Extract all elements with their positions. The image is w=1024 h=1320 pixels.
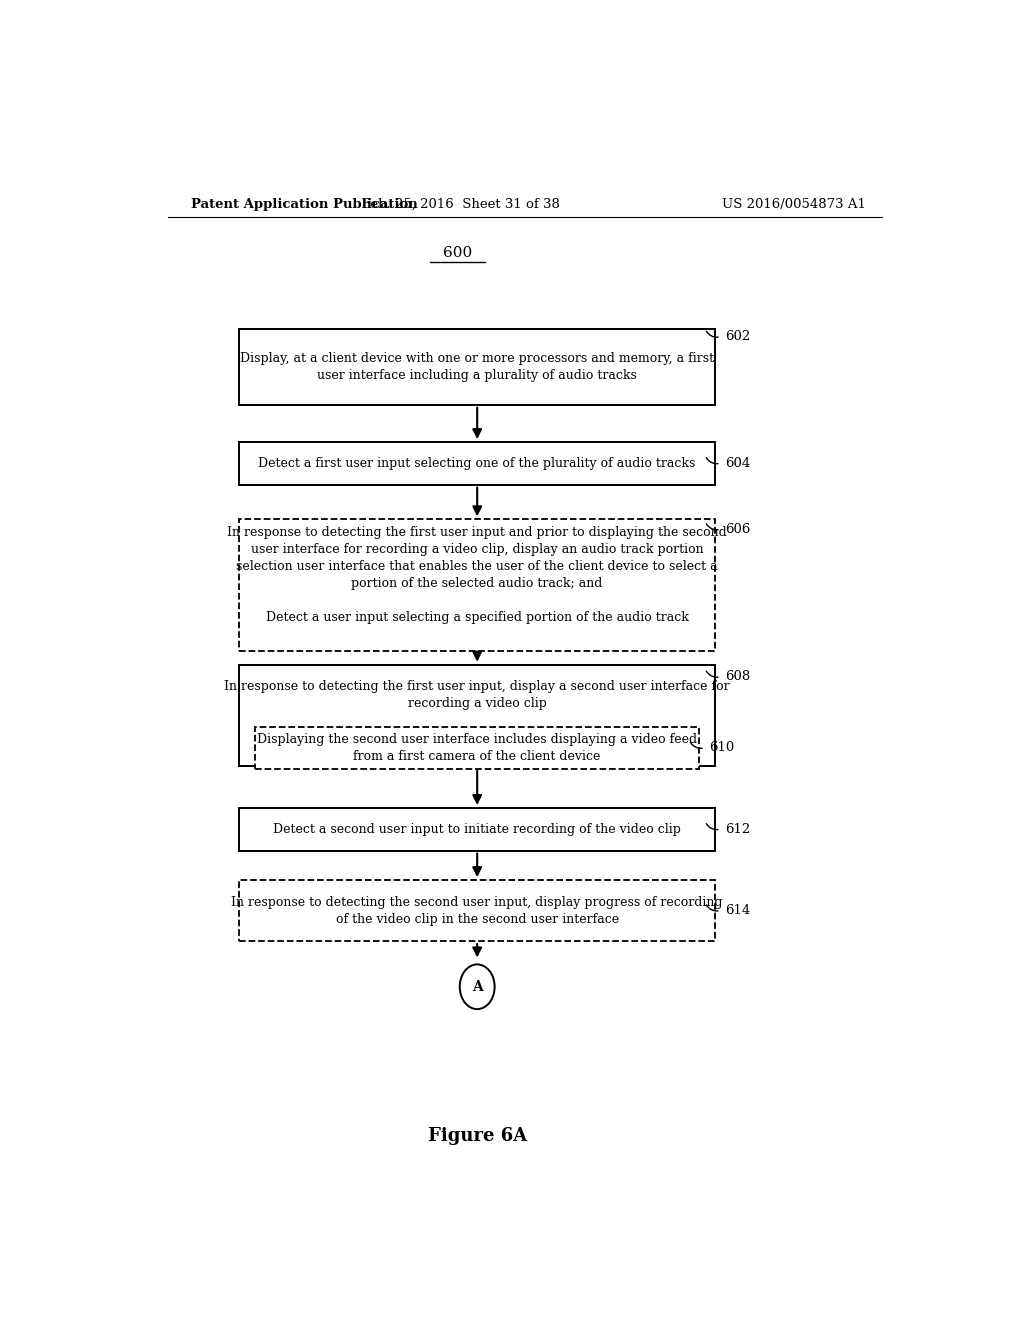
Text: In response to detecting the first user input and prior to displaying the second: In response to detecting the first user …: [227, 527, 727, 624]
Text: Displaying the second user interface includes displaying a video feed
from a fir: Displaying the second user interface inc…: [257, 733, 697, 763]
Text: Detect a second user input to initiate recording of the video clip: Detect a second user input to initiate r…: [273, 822, 681, 836]
Text: 600: 600: [442, 246, 472, 260]
Bar: [240, 329, 715, 405]
Bar: [240, 442, 715, 484]
Text: 606: 606: [725, 523, 751, 536]
Bar: [255, 726, 699, 770]
Text: Feb. 25, 2016  Sheet 31 of 38: Feb. 25, 2016 Sheet 31 of 38: [362, 198, 560, 211]
Text: Detect a first user input selecting one of the plurality of audio tracks: Detect a first user input selecting one …: [258, 457, 696, 470]
Text: Figure 6A: Figure 6A: [428, 1127, 526, 1146]
Bar: [240, 880, 715, 941]
Circle shape: [460, 965, 495, 1008]
Text: Display, at a client device with one or more processors and memory, a first
user: Display, at a client device with one or …: [240, 351, 715, 381]
Text: Patent Application Publication: Patent Application Publication: [191, 198, 418, 211]
Text: 614: 614: [725, 904, 750, 917]
Bar: [240, 664, 715, 766]
Text: In response to detecting the second user input, display progress of recording
of: In response to detecting the second user…: [231, 895, 723, 925]
Text: 604: 604: [725, 457, 750, 470]
Text: 612: 612: [725, 822, 750, 836]
Bar: [240, 519, 715, 651]
Text: 602: 602: [725, 330, 750, 343]
Bar: [240, 808, 715, 850]
Text: 610: 610: [709, 742, 734, 755]
Text: 608: 608: [725, 671, 750, 684]
Text: In response to detecting the first user input, display a second user interface f: In response to detecting the first user …: [224, 680, 730, 710]
Text: A: A: [472, 979, 482, 994]
Text: US 2016/0054873 A1: US 2016/0054873 A1: [722, 198, 866, 211]
